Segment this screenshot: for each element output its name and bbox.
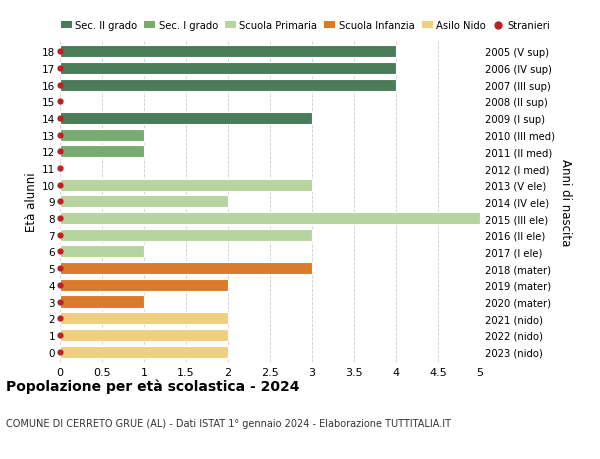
Bar (60, 213, 480, 224)
Bar (60, 229, 312, 241)
Bar (60, 79, 396, 91)
Bar (60, 46, 396, 58)
Bar (60, 196, 228, 208)
Bar (60, 279, 228, 291)
Bar (60, 329, 228, 341)
Text: Popolazione per età scolastica - 2024: Popolazione per età scolastica - 2024 (6, 379, 299, 393)
Legend: Sec. II grado, Sec. I grado, Scuola Primaria, Scuola Infanzia, Asilo Nido, Stran: Sec. II grado, Sec. I grado, Scuola Prim… (56, 17, 554, 35)
Bar (60, 263, 312, 274)
Bar (60, 129, 144, 141)
Bar (60, 313, 228, 325)
Y-axis label: Età alunni: Età alunni (25, 172, 38, 232)
Bar (60, 179, 312, 191)
Bar (60, 113, 312, 125)
Y-axis label: Anni di nascita: Anni di nascita (559, 158, 572, 246)
Bar (60, 63, 396, 75)
Text: COMUNE DI CERRETO GRUE (AL) - Dati ISTAT 1° gennaio 2024 - Elaborazione TUTTITAL: COMUNE DI CERRETO GRUE (AL) - Dati ISTAT… (6, 418, 451, 428)
Bar (60, 296, 144, 308)
Bar (60, 246, 144, 258)
Bar (60, 146, 144, 158)
Bar (60, 346, 228, 358)
